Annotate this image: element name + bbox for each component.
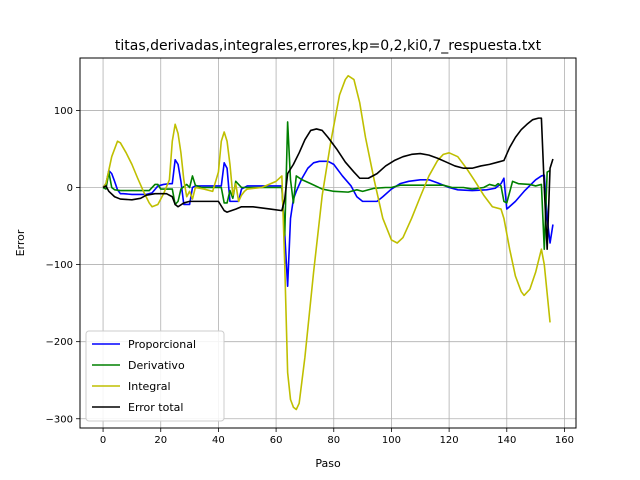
y-tick-label: −300 xyxy=(46,414,73,425)
x-tick-label: 40 xyxy=(212,435,225,446)
x-tick-label: 60 xyxy=(270,435,283,446)
chart-title: titas,derivadas,integrales,errores,kp=0,… xyxy=(115,38,542,54)
x-tick-label: 160 xyxy=(555,435,574,446)
x-tick-label: 100 xyxy=(382,435,401,446)
y-tick-label: 100 xyxy=(54,106,73,117)
y-tick-label: −200 xyxy=(46,337,73,348)
x-tick-label: 140 xyxy=(497,435,516,446)
legend-label: Error total xyxy=(128,401,183,414)
series-line-3 xyxy=(102,117,554,250)
legend-label: Derivativo xyxy=(128,359,185,372)
series-line-0 xyxy=(102,158,554,287)
legend-box xyxy=(85,330,225,422)
legend: Proporcional Derivativo Integral Error tota… xyxy=(85,330,225,422)
y-tick-label: −100 xyxy=(46,260,73,271)
legend-label: Integral xyxy=(128,380,171,393)
series-line-2 xyxy=(102,74,551,411)
x-axis-label: Paso xyxy=(315,457,341,470)
legend-label: Proporcional xyxy=(128,338,196,351)
series-layer xyxy=(102,74,554,411)
y-axis-label: Error xyxy=(14,229,27,256)
x-tick-label: 120 xyxy=(440,435,459,446)
x-tick-label: 0 xyxy=(100,435,106,446)
x-tick-label: 80 xyxy=(327,435,340,446)
grid-lines xyxy=(80,58,576,428)
y-tick-label: 0 xyxy=(67,183,73,194)
x-tick-label: 20 xyxy=(154,435,167,446)
axis-ticks: 0 20 40 60 80 100 120 140 160 100 0 −100 −200 −300 xyxy=(46,106,574,446)
plot-frame xyxy=(79,57,577,429)
